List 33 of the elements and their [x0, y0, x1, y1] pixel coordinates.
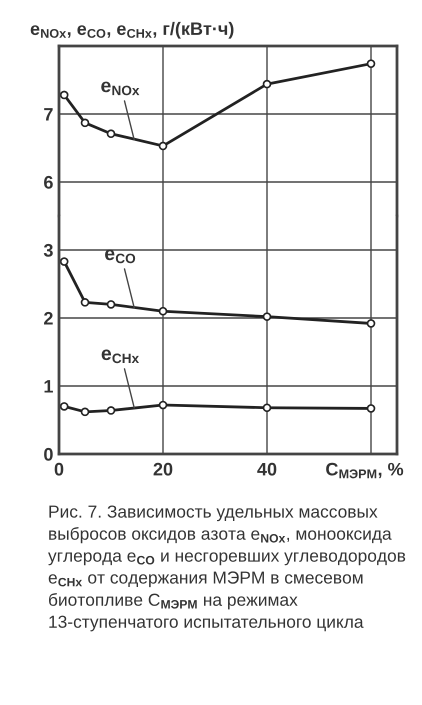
y-tick-label: 0 [44, 448, 53, 461]
point [60, 90, 69, 100]
point [158, 400, 168, 410]
point [262, 403, 272, 412]
point [366, 404, 376, 413]
x-axis-title: C$_{МЭРМ}$, % [326, 462, 404, 478]
point [158, 306, 168, 316]
point [106, 129, 116, 138]
x-tick-label: 0 [54, 462, 64, 476]
y-tick-label: 6 [44, 176, 53, 189]
point [80, 408, 90, 416]
point [80, 298, 90, 307]
text: e$_{CHx}$ [102, 350, 140, 364]
series-label: e$_{CO}$ [105, 250, 136, 264]
y-tick-label: 1 [44, 380, 53, 393]
point [106, 406, 116, 415]
point [366, 319, 376, 328]
point [158, 142, 168, 150]
series-label: e$_{NOx}$ [101, 82, 140, 96]
point [80, 118, 90, 128]
y-tick-label: 2 [44, 312, 53, 325]
y-tick-label: 3 [44, 244, 53, 257]
point [106, 300, 116, 309]
text: Рис. 7. Зависимость удельных массовых выбросов оксидов азота e$_{NOx}$, монооксида углерода e$_{CO}$ и несгоревших углеводородов e$_{CHx}$ от содержания МЭРМ в смесевом биотопливе C$_{МЭРМ}$ на режимах 13-ступенчатого испытательного цикла [48, 505, 406, 632]
x-tick-label: 40 [257, 462, 276, 476]
point [262, 80, 272, 88]
y-axis-title: e$_{NOx}$, e$_{CO}$, e$_{CHx}$, г/(кВт·ч) [30, 22, 234, 39]
x-tick-label: 20 [154, 462, 172, 476]
point [60, 257, 69, 266]
point [366, 59, 376, 68]
point [60, 402, 69, 411]
point [262, 312, 272, 321]
y-tick-label: 7 [44, 108, 53, 121]
